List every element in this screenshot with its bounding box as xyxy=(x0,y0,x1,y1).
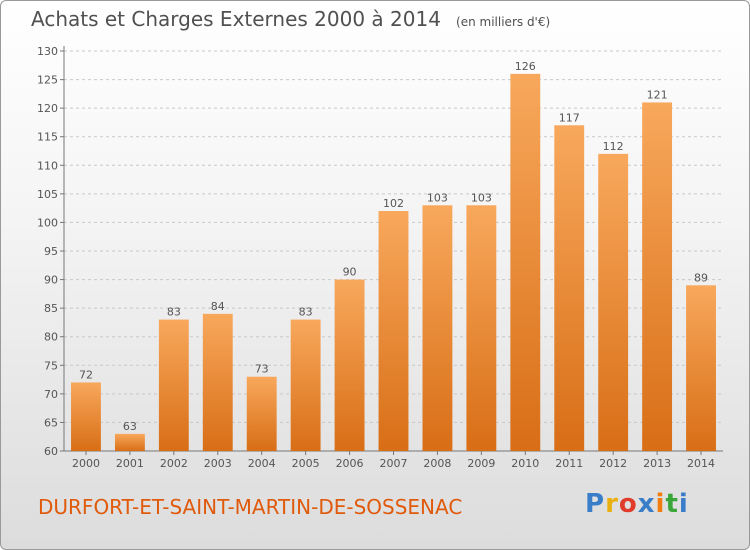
value-label-2014: 89 xyxy=(694,271,708,284)
y-tick-label: 130 xyxy=(37,45,58,58)
bar-2007 xyxy=(378,211,409,451)
y-tick-label: 85 xyxy=(44,302,58,315)
y-tick-label: 60 xyxy=(44,445,58,458)
x-tick-label-2002: 2002 xyxy=(160,457,188,470)
logo-letter: x xyxy=(637,489,656,519)
bar-2011 xyxy=(554,125,585,452)
value-label-2013: 121 xyxy=(647,88,668,101)
logo-letter: P xyxy=(585,489,606,519)
x-tick-label-2000: 2000 xyxy=(72,457,100,470)
bar-2013 xyxy=(642,102,673,451)
bar-2010 xyxy=(510,73,541,451)
value-label-2008: 103 xyxy=(427,191,448,204)
value-label-2007: 102 xyxy=(383,197,404,210)
value-label-2012: 112 xyxy=(603,140,624,153)
logo-letter: r xyxy=(605,489,619,519)
x-tick-label-2007: 2007 xyxy=(380,457,408,470)
value-label-2000: 72 xyxy=(79,368,93,381)
bar-2008 xyxy=(422,205,453,451)
x-tick-label-2005: 2005 xyxy=(292,457,320,470)
bar-2001 xyxy=(114,433,145,451)
value-label-2006: 90 xyxy=(343,266,357,279)
value-label-2009: 103 xyxy=(471,191,492,204)
proxiti-logo[interactable]: Proxiti xyxy=(585,489,689,519)
logo-letter: i xyxy=(678,489,689,519)
x-tick-label-2013: 2013 xyxy=(643,457,671,470)
value-label-2003: 84 xyxy=(211,300,225,313)
y-tick-label: 75 xyxy=(44,359,58,372)
logo-letter: o xyxy=(618,489,638,519)
y-tick-label: 90 xyxy=(44,274,58,287)
y-tick-label: 125 xyxy=(37,74,58,87)
value-label-2011: 117 xyxy=(559,111,580,124)
value-label-2002: 83 xyxy=(167,306,181,319)
commune-name: DURFORT-ET-SAINT-MARTIN-DE-SOSSENAC xyxy=(38,495,463,519)
y-tick-label: 70 xyxy=(44,388,58,401)
bar-2000 xyxy=(71,382,101,451)
x-tick-label-2003: 2003 xyxy=(204,457,232,470)
labels: 60 65 70 75 80 85 90 95 100 105 110 115 120 125 130 72 2… xyxy=(37,45,715,470)
logo-letter: t xyxy=(665,489,679,519)
x-tick-label-2011: 2011 xyxy=(555,457,583,470)
chart-title: Achats et Charges Externes 2000 à 2014 xyxy=(31,7,441,31)
chart-unit: (en milliers d'€) xyxy=(456,15,551,29)
value-label-2001: 63 xyxy=(123,420,137,433)
value-label-2004: 73 xyxy=(255,363,269,376)
bar-2003 xyxy=(202,313,233,451)
logo-letter: i xyxy=(655,489,666,519)
bar-2012 xyxy=(598,153,629,451)
x-tick-label-2009: 2009 xyxy=(467,457,495,470)
x-tick-label-2004: 2004 xyxy=(248,457,276,470)
y-tick-label: 120 xyxy=(37,102,58,115)
x-tick-label-2012: 2012 xyxy=(599,457,627,470)
bar-2006 xyxy=(334,279,365,451)
value-label-2010: 126 xyxy=(515,60,536,73)
y-tick-label: 110 xyxy=(37,159,58,172)
y-tick-label: 95 xyxy=(44,245,58,258)
bar-2014 xyxy=(686,285,716,451)
y-tick-label: 105 xyxy=(37,188,58,201)
y-tick-label: 115 xyxy=(37,131,58,144)
y-tick-label: 100 xyxy=(37,216,58,229)
y-tick-label: 80 xyxy=(44,331,58,344)
bars xyxy=(71,73,716,452)
x-tick-label-2006: 2006 xyxy=(336,457,364,470)
bar-2005 xyxy=(290,319,321,451)
value-label-2005: 83 xyxy=(299,306,313,319)
y-tick-label: 65 xyxy=(44,416,58,429)
x-tick-label-2008: 2008 xyxy=(423,457,451,470)
x-tick-label-2001: 2001 xyxy=(116,457,144,470)
bar-2002 xyxy=(158,319,189,451)
x-tick-label-2010: 2010 xyxy=(511,457,539,470)
x-tick-label-2014: 2014 xyxy=(687,457,715,470)
title-row: Achats et Charges Externes 2000 à 2014 (… xyxy=(31,7,550,31)
bar-2004 xyxy=(246,376,277,451)
bar-2009 xyxy=(466,205,497,451)
